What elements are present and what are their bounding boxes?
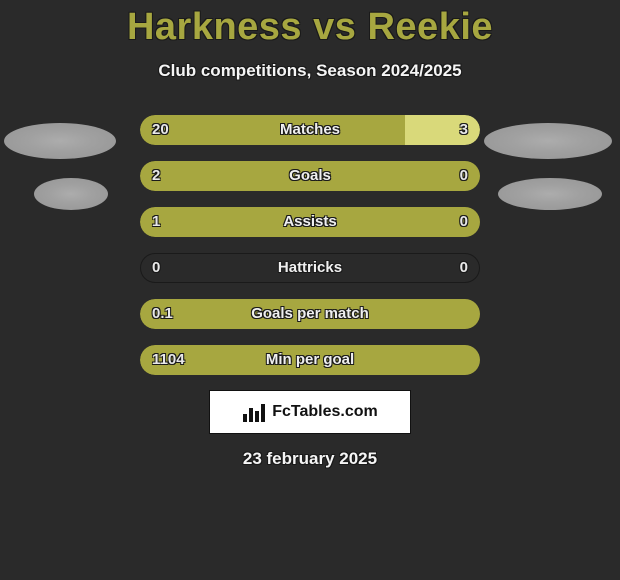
stat-row: 20Matches3 [140,115,480,145]
stat-label: Assists [140,207,480,237]
stat-label: Goals [140,161,480,191]
player-placeholder-icon [484,123,612,159]
title-vs: vs [313,6,356,48]
comparison-card: Harkness vs Reekie Club competitions, Se… [0,6,620,469]
bar-chart-icon [242,402,266,422]
snapshot-date: 23 february 2025 [0,449,620,469]
player-right-name: Reekie [367,6,493,48]
logo-text: FcTables.com [272,403,378,421]
stat-row: 1104Min per goal [140,345,480,375]
player-placeholder-icon [34,178,108,210]
player-left-name: Harkness [127,6,302,48]
stat-label: Matches [140,115,480,145]
fctables-logo: FcTables.com [210,391,410,433]
stat-label: Goals per match [140,299,480,329]
stat-value-right: 0 [460,207,468,237]
stat-value-right: 3 [460,115,468,145]
player-placeholder-icon [498,178,602,210]
stat-label: Hattricks [140,253,480,283]
player-placeholder-icon [4,123,116,159]
stat-row: 2Goals0 [140,161,480,191]
stat-label: Min per goal [140,345,480,375]
stat-value-right: 0 [460,253,468,283]
stat-row: 0.1Goals per match [140,299,480,329]
page-title: Harkness vs Reekie [0,6,620,49]
stat-row: 1Assists0 [140,207,480,237]
stat-row: 0Hattricks0 [140,253,480,283]
stat-value-right: 0 [460,161,468,191]
subtitle: Club competitions, Season 2024/2025 [0,61,620,81]
